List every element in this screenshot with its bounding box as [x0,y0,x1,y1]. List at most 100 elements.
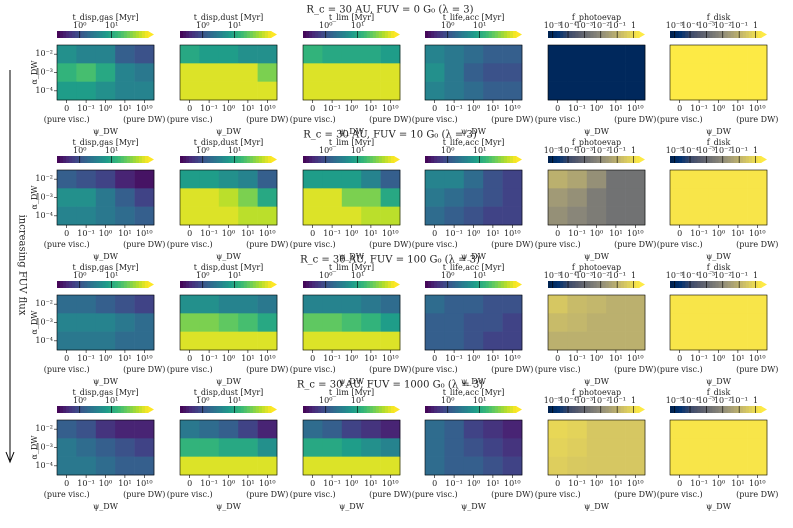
colorbar-step [348,281,353,288]
colorbar-step [366,406,371,413]
colorbar-step [572,281,576,288]
colorbar-tick-label: 10⁻³ [698,146,716,155]
colorbar [180,156,277,163]
heatmap-cell [218,45,239,64]
x-tick-label: 10⁰ [222,354,235,363]
colorbar-step [488,406,493,413]
heatmap-cell [303,438,323,457]
heatmap-cell [747,63,768,82]
x-tick-label: 10¹⁰ [136,229,153,238]
heatmap-cell [322,420,343,439]
colorbar-step [258,406,263,413]
colorbar-step [60,156,64,163]
x-tick-label: 10⁰ [590,354,603,363]
heatmap-cell [76,81,97,101]
x-tick-label: 10⁻¹ [690,354,708,363]
colorbar-label: t_lim [Myr] [329,388,374,397]
colorbar-step [87,31,91,38]
x-tick-label: 0 [187,354,192,363]
colorbar-step [369,406,374,413]
heatmap-cell [257,188,278,207]
colorbar-step [425,281,429,288]
colorbar-step [141,406,146,413]
colorbar-step [237,31,242,38]
colorbar-step [384,406,389,413]
colorbar-extend [761,31,767,38]
colorbar-step [629,31,634,38]
x-note-right: (pure DW) [369,240,411,249]
colorbar-step [243,156,248,163]
heatmap-cell [548,456,568,476]
heatmap-cell [57,313,77,332]
colorbar-step [626,31,631,38]
colorbar-step [685,406,689,413]
colorbar-step [363,31,368,38]
x-tick-label: 10¹ [364,104,377,113]
x-note-left: (pure visc.) [657,115,703,124]
heatmap-cell [199,313,220,332]
heatmap-cell [548,313,568,332]
colorbar-step [682,281,686,288]
colorbar-step [69,156,73,163]
x-tick-label: 10¹⁰ [627,479,644,488]
colorbar-step [452,156,456,163]
colorbar-step [141,156,146,163]
colorbar-step [384,281,389,288]
colorbar-step [315,406,319,413]
colorbar-step [476,156,481,163]
colorbar-step [745,406,750,413]
colorbar-tick-label: 10⁰ [441,271,454,280]
colorbar-step [204,31,208,38]
colorbar-step [123,31,128,38]
colorbar-step [464,156,468,163]
colorbar-step [144,406,149,413]
colorbar-step [207,156,211,163]
colorbar-step [327,156,331,163]
colorbar-step [730,281,735,288]
colorbar-step [126,281,131,288]
colorbar-step [261,406,266,413]
colorbar-step [330,156,334,163]
colorbar-step [183,156,187,163]
colorbar-tick-label: 10¹ [105,271,118,280]
heatmap-cell [322,331,343,351]
colorbar-step [333,281,337,288]
colorbar-extend [761,281,767,288]
colorbar-tick-label: 10¹ [351,146,364,155]
colorbar-step [180,31,184,38]
colorbar-step [685,281,689,288]
heatmap-cell [567,63,588,82]
heatmap-cell [502,188,523,207]
colorbar-step [503,406,508,413]
heatmap-cell [502,81,523,101]
colorbar-step [342,281,346,288]
heatmap-cell [303,188,323,207]
colorbar-step [207,281,211,288]
colorbar-step [581,281,585,288]
colorbar-step [626,406,631,413]
heatmap-cell [322,206,343,226]
colorbar-step [231,31,236,38]
x-tick-label: 10¹ [118,354,131,363]
colorbar-step [464,281,468,288]
colorbar-step [437,406,441,413]
colorbar-step [691,281,695,288]
colorbar-step [321,31,325,38]
colorbar-step [599,281,604,288]
colorbar-tick-label: 10⁻⁵ [544,21,562,30]
heatmap-cell [747,170,768,189]
colorbar-step [721,281,726,288]
colorbar-step [617,31,622,38]
heatmap-cell [218,331,239,351]
colorbar-step [138,156,143,163]
colorbar-tick-label: 10¹ [228,21,241,30]
colorbar-step [246,281,251,288]
colorbar-step [467,156,471,163]
colorbar-label: t_disp,gas [Myr] [73,13,139,22]
side-arrow-head [5,451,15,464]
heatmap-cell [199,295,220,314]
colorbar-step [608,156,613,163]
colorbar-label: t_lim [Myr] [329,263,374,272]
x-tick-label: 10¹ [609,354,622,363]
x-axis-label: ψ_DW [93,252,119,261]
